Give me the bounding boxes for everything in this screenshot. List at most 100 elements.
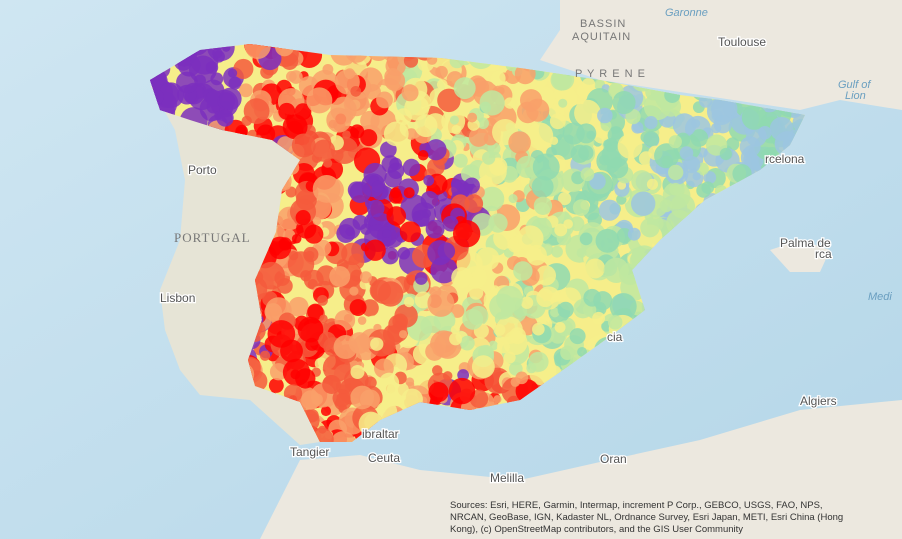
heat-cell: [627, 227, 641, 241]
heat-cell: [554, 321, 566, 333]
heat-cell: [403, 296, 415, 308]
heat-cell: [349, 181, 372, 203]
sea-label: Gulf of: [838, 79, 871, 91]
heat-cell: [291, 233, 302, 244]
heat-cell: [277, 278, 293, 294]
heat-cell: [390, 187, 402, 199]
heat-cell: [449, 115, 460, 125]
heat-cell: [462, 308, 484, 330]
heat-cell: [711, 95, 738, 123]
heat-cell: [540, 227, 550, 237]
heat-cell: [582, 77, 596, 92]
heat-cell: [295, 210, 311, 226]
heat-cell: [533, 196, 553, 215]
heat-cell: [394, 304, 418, 328]
heat-cell: [427, 289, 455, 317]
city-label: Oran: [600, 452, 627, 466]
heat-cell: [286, 71, 297, 82]
heat-cell: [643, 131, 660, 148]
heat-cell: [644, 115, 658, 130]
heat-cell: [457, 369, 470, 381]
heat-cell: [451, 124, 462, 135]
heat-cell: [576, 123, 597, 144]
heat-cell: [550, 307, 560, 318]
heat-cell: [417, 150, 429, 161]
city-label: Toulouse: [718, 35, 766, 49]
heat-cell: [585, 258, 606, 279]
heat-cell: [401, 84, 419, 102]
heat-cell: [176, 71, 198, 94]
heat-cell: [558, 98, 568, 108]
heat-cell: [383, 121, 409, 147]
heat-cell: [513, 261, 533, 281]
heat-cell: [532, 153, 560, 181]
heat-cell: [414, 272, 428, 285]
heat-cell: [314, 239, 332, 257]
heat-cell: [595, 228, 620, 253]
heat-cell: [703, 171, 717, 184]
heat-cell: [381, 247, 399, 265]
heat-cell: [414, 291, 432, 309]
city-label: Lisbon: [160, 291, 195, 305]
heat-cell: [399, 221, 421, 243]
heat-cell: [437, 88, 461, 113]
city-label: cia: [607, 330, 623, 344]
heat-cell: [320, 405, 332, 417]
heat-cell: [597, 107, 613, 124]
heat-cell: [448, 377, 476, 405]
sea-label: Lion: [845, 90, 866, 102]
heat-cell: [479, 90, 505, 116]
city-label: Porto: [188, 163, 217, 177]
heat-cell: [631, 191, 656, 216]
heat-cell: [378, 372, 400, 393]
heat-cell: [233, 58, 254, 79]
heat-cell: [397, 246, 411, 260]
heat-cell: [531, 175, 554, 198]
heat-cell: [479, 186, 505, 212]
heat-cell: [464, 165, 474, 175]
heat-cell: [288, 250, 299, 261]
heat-cell: [241, 115, 252, 126]
heat-cell: [609, 293, 637, 321]
heat-cell: [259, 350, 271, 361]
heat-cell: [338, 217, 361, 240]
heat-cell: [459, 335, 475, 351]
heat-cell: [357, 316, 367, 325]
heat-cell: [471, 355, 495, 379]
heat-cell: [526, 244, 547, 266]
heat-cell: [679, 146, 694, 160]
heat-cell: [536, 288, 555, 308]
attribution: Sources: Esri, HERE, Garmin, Intermap, i…: [450, 500, 823, 511]
heat-cell: [436, 79, 448, 90]
heat-cell: [349, 286, 359, 296]
heat-cell: [495, 316, 523, 345]
heat-cell: [425, 219, 445, 239]
heat-cell: [612, 91, 636, 115]
heat-cell: [450, 325, 460, 335]
heat-cell: [469, 285, 484, 300]
heat-cell: [654, 143, 680, 169]
heat-cell: [607, 157, 629, 179]
heat-cell: [450, 304, 465, 318]
heat-cell: [319, 314, 328, 323]
heat-cell: [238, 83, 253, 98]
portugal-land: [150, 85, 320, 445]
heat-cell: [535, 265, 557, 286]
heat-cell: [227, 68, 238, 78]
place-label: BASSIN: [580, 18, 626, 30]
heat-cell: [488, 213, 508, 233]
heat-cell: [669, 182, 683, 196]
heat-cell: [435, 65, 448, 79]
city-label: rcelona: [765, 152, 805, 166]
heat-cell: [646, 178, 659, 190]
heat-cell: [661, 155, 673, 168]
heat-cell: [526, 122, 554, 150]
heat-cell: [278, 102, 296, 120]
heat-cell: [551, 245, 563, 258]
heat-cell: [640, 218, 660, 238]
heat-cell: [493, 395, 502, 404]
heat-cell: [349, 299, 367, 316]
heat-cell: [330, 431, 356, 442]
heat-cell: [554, 223, 568, 237]
